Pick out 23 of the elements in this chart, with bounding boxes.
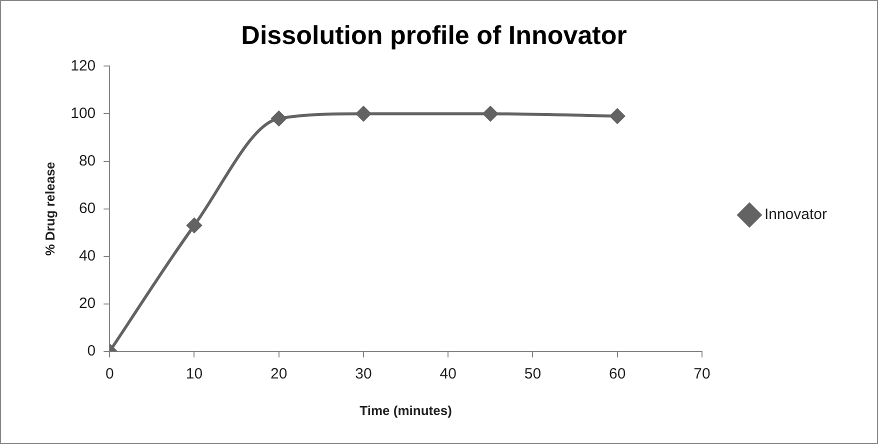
y-tick-label: 60 <box>78 200 96 217</box>
point <box>271 110 286 126</box>
x-tick-label: 40 <box>440 366 456 383</box>
y-tick-label: 80 <box>78 152 96 170</box>
x-tick-label: 20 <box>270 366 288 383</box>
x-tick-label: 70 <box>694 366 710 383</box>
point <box>356 106 371 122</box>
y-tick-label: 120 <box>70 57 96 74</box>
x-tick-label: 30 <box>355 366 372 383</box>
legend-label: Innovator <box>764 206 828 224</box>
x-tick-label: 50 <box>524 366 542 383</box>
x-axis-title: Time (minutes) <box>360 402 452 418</box>
x-tick-label: 60 <box>608 366 626 383</box>
y-tick-label: 20 <box>78 295 96 312</box>
point <box>610 108 625 124</box>
y-tick-label: 40 <box>78 247 96 264</box>
x-tick-label: 0 <box>105 366 114 383</box>
y-tick-label: 100 <box>70 104 96 122</box>
x-tick-label: 10 <box>186 366 203 383</box>
chart-title: Dissolution profile of Innovator <box>241 20 627 50</box>
point <box>482 106 498 122</box>
y-axis-title: % Drug release <box>42 162 58 256</box>
y-tick-label: 0 <box>87 342 96 360</box>
